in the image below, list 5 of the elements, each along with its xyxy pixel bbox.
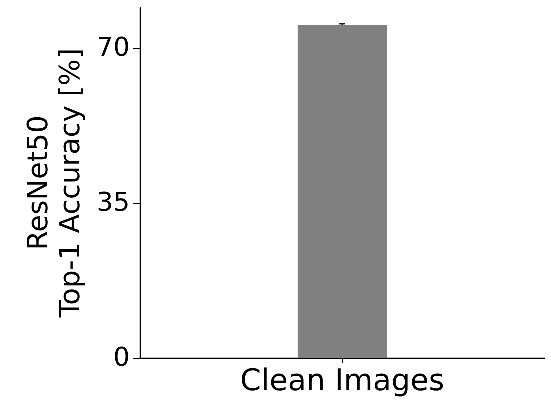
y-tick-label: 0 — [113, 343, 130, 373]
y-tick-label: 70 — [96, 32, 130, 63]
x-tick-label: Clean Images — [240, 364, 445, 398]
y-axis-title: ResNet50 Top-1 Accuracy [%] — [22, 48, 87, 319]
y-tick-label: 35 — [96, 188, 130, 218]
